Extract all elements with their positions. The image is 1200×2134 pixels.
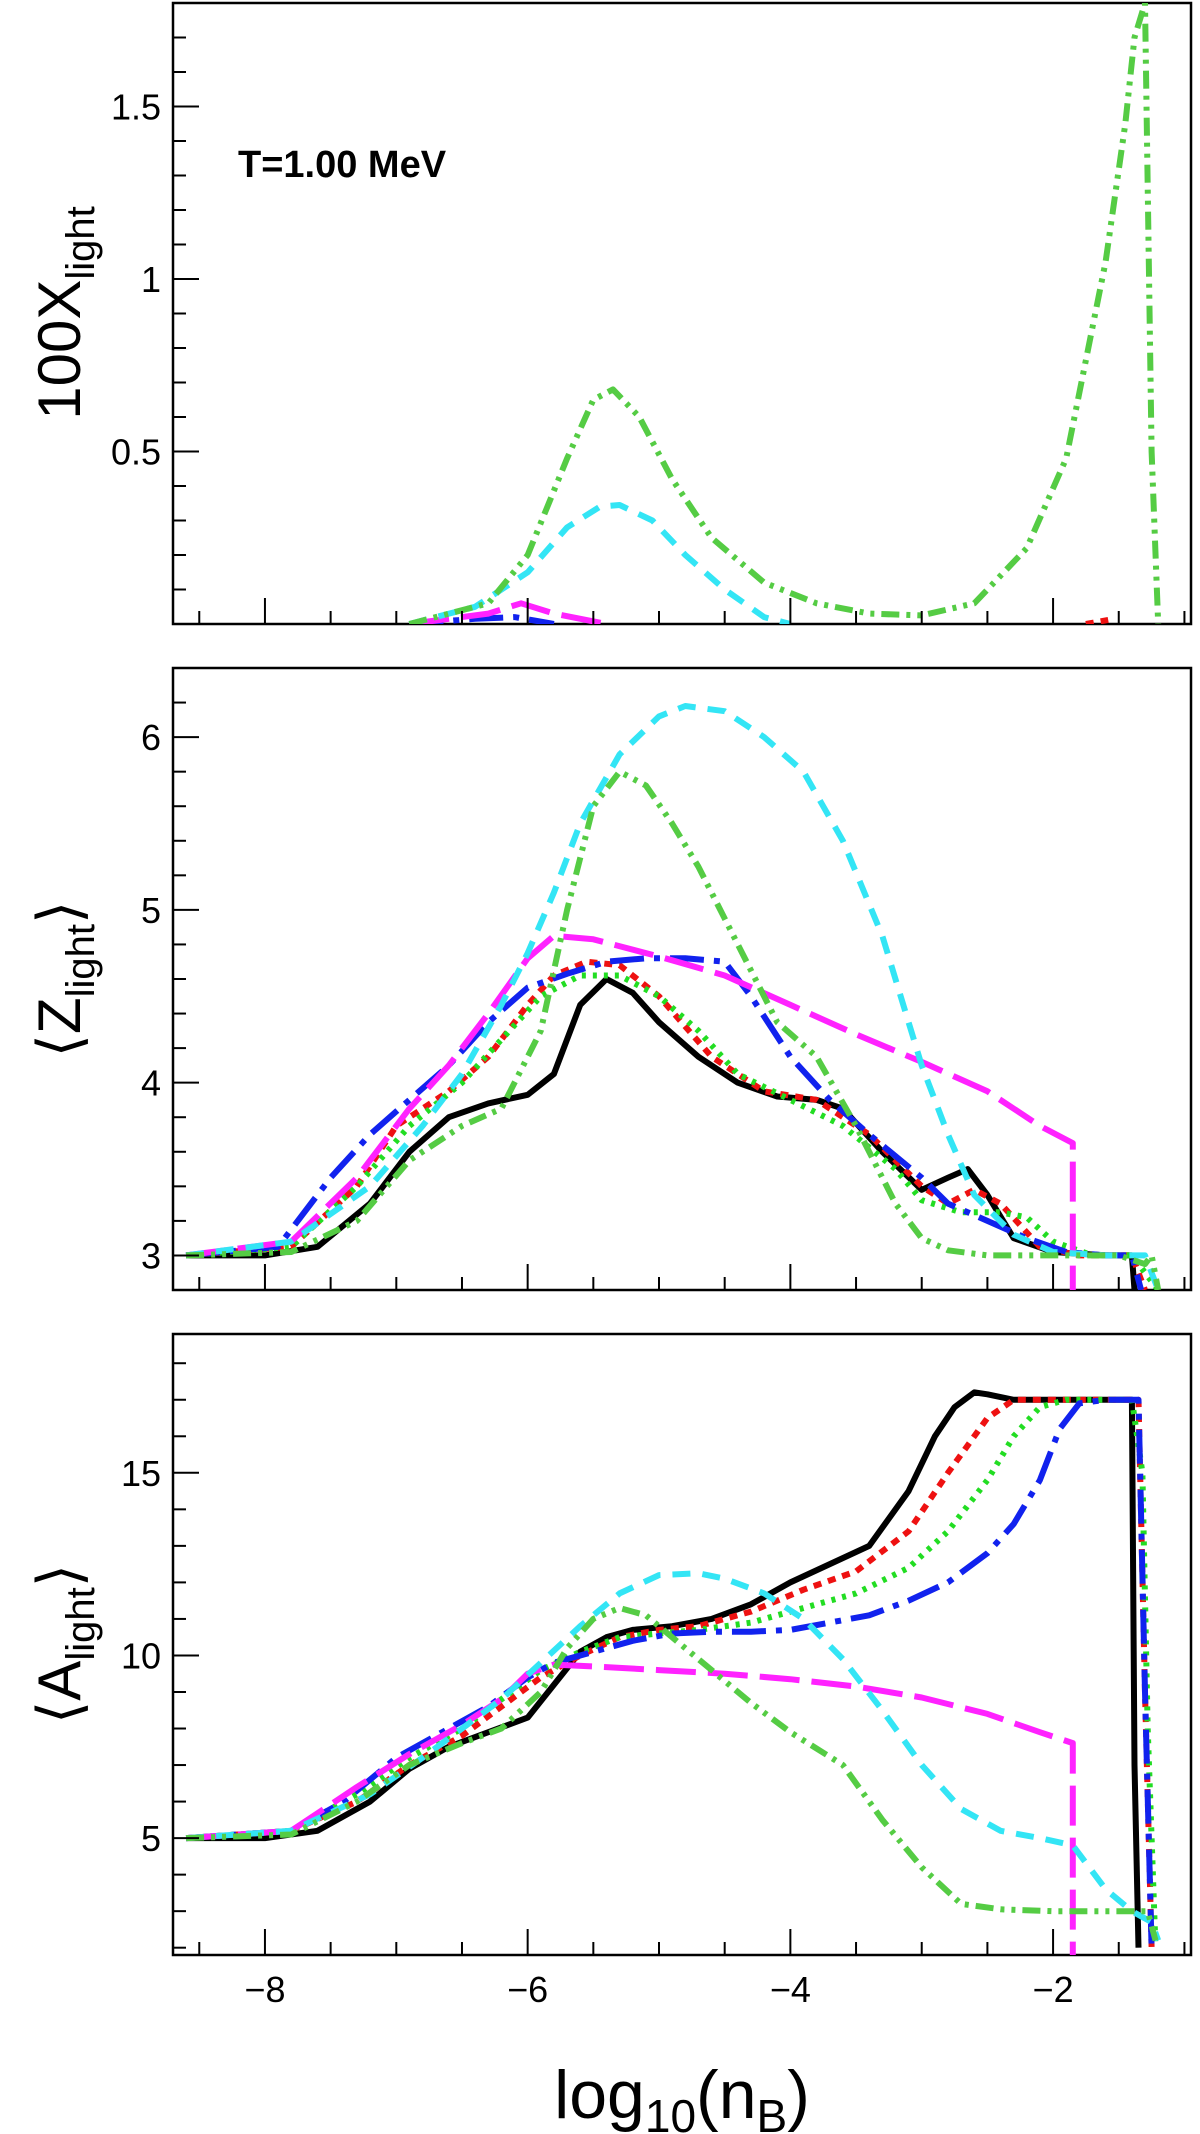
y-tick-label: 1	[141, 259, 161, 300]
series-line-green-dashdotdot	[186, 768, 1162, 1290]
plot-frame	[171, 666, 1193, 1292]
tick-layer: 5 10 15	[121, 1362, 1186, 1955]
series-line-green-dashdotdot	[408, 3, 1162, 624]
y-tick-label: 15	[121, 1453, 161, 1494]
series-line-cyan-dashed	[185, 703, 1162, 1290]
series-line-cyan-dashed	[185, 1570, 1162, 1942]
series-line-cyan-dashed	[408, 502, 792, 624]
y-axis-label: 100Xlight	[26, 206, 103, 420]
series-line-black-solid	[186, 976, 1138, 1290]
tick-layer: 3 4 5 6	[141, 667, 1186, 1291]
y-tick-label: 0.5	[111, 432, 161, 473]
panel-a-light: 5 10 15 ⟨Alight⟩ −8 −6 −4 −2	[26, 1332, 1193, 2010]
series-line-red-dotted	[1085, 616, 1109, 624]
y-tick-label: 6	[141, 717, 161, 758]
x-tick-label: −4	[770, 1969, 811, 2010]
y-tick-label: 1.5	[111, 87, 161, 128]
series-line-red-dotted	[185, 1396, 1155, 1948]
series-line-red-dotted	[185, 958, 1148, 1290]
x-tick-label: −8	[244, 1969, 285, 2010]
series-layer	[185, 703, 1162, 1290]
series-line-blue-dashdot	[409, 614, 555, 624]
x-tick-label: −6	[507, 1969, 548, 2010]
y-tick-label: 10	[121, 1635, 161, 1676]
x-tick-labels: −8 −6 −4 −2	[244, 1969, 1073, 2010]
y-axis-label: ⟨Zlight⟩	[26, 901, 103, 1058]
panel-z-light: 3 4 5 6 ⟨Zlight⟩	[26, 666, 1193, 1292]
series-line-magenta-longdash	[185, 1661, 1076, 1955]
temperature-annotation: T=1.00 MeV	[238, 144, 447, 186]
x-axis-label: log10(nB)	[554, 2057, 810, 2134]
y-tick-label: 3	[141, 1235, 161, 1276]
series-line-magenta-longdash	[185, 932, 1076, 1290]
tick-layer: 0.5 1 1.5	[111, 2, 1186, 624]
y-tick-label: 5	[141, 890, 161, 931]
plot-frame	[171, 1332, 1193, 1957]
y-tick-label: 5	[141, 1818, 161, 1859]
series-layer	[185, 1389, 1162, 1955]
series-line-green-dotted	[185, 1396, 1159, 1948]
series-line-blue-dashdot	[185, 1396, 1155, 1948]
series-line-green-dotted	[185, 972, 1161, 1290]
series-line-green-dashdotdot	[185, 1605, 1159, 1942]
y-axis-label: ⟨Alight⟩	[26, 1564, 103, 1724]
panel-x-light: 0.5 1 1.5 T=1.00 MeV 100Xlight	[26, 1, 1193, 626]
y-tick-label: 4	[141, 1063, 161, 1104]
x-tick-label: −2	[1033, 1969, 1074, 2010]
series-layer	[408, 3, 1162, 624]
plot-frame	[171, 1, 1193, 626]
